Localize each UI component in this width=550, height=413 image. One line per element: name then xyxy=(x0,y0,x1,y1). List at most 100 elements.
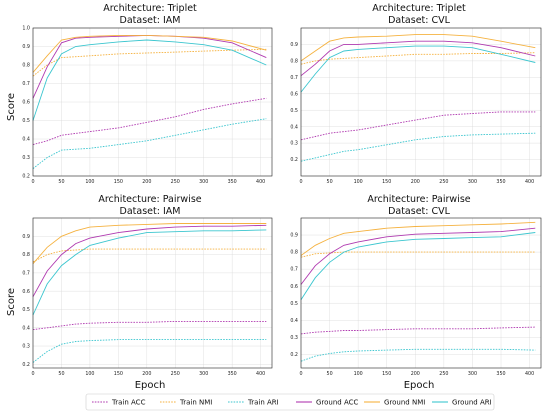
series-line-train-nmi xyxy=(300,251,536,258)
series-line-train-ari xyxy=(32,118,267,169)
y-tick-label: 0.5 xyxy=(22,307,30,313)
series-line-ground-nmi xyxy=(32,223,267,264)
series-line-train-nmi xyxy=(32,248,267,263)
y-tick-label: 0.9 xyxy=(290,233,298,239)
x-tick-label: 300 xyxy=(199,371,208,377)
series-line-ground-nmi xyxy=(300,34,536,62)
plot-frame xyxy=(300,27,542,177)
y-axis-label-top: Score xyxy=(6,93,17,121)
series-line-ground-ari xyxy=(32,229,267,316)
y-tick-label: 0.2 xyxy=(22,174,30,180)
series-line-train-acc xyxy=(300,326,536,335)
y-tick-label: 0.3 xyxy=(290,335,298,341)
x-tick-label: 250 xyxy=(171,371,180,377)
x-tick-label: 0 xyxy=(31,371,34,377)
x-tick-label: 350 xyxy=(228,179,237,185)
y-tick-label: 0.5 xyxy=(290,108,298,114)
plot-frame xyxy=(32,217,273,369)
x-tick-label: 50 xyxy=(327,371,333,377)
legend-label: Train NMI xyxy=(179,399,212,407)
y-tick-label: 0.6 xyxy=(22,289,30,295)
series-line-ground-acc xyxy=(300,40,536,77)
legend: Train ACC Train NMI Train ARI Ground ACC Gro… xyxy=(85,393,495,411)
x-tick-label: 150 xyxy=(382,179,391,185)
x-tick-label: 200 xyxy=(142,371,151,377)
y-tick-label: 0.2 xyxy=(22,362,30,368)
y-tick-label: 0.9 xyxy=(22,44,30,50)
y-tick-label: 0.8 xyxy=(290,58,298,64)
y-tick-label: 0.7 xyxy=(22,81,30,87)
plot-frame xyxy=(300,217,542,369)
y-tick-label: 0.6 xyxy=(290,91,298,97)
x-tick-label: 100 xyxy=(85,371,94,377)
y-tick-label: 0.4 xyxy=(290,124,298,130)
panel-subtitle: Dataset: IAM xyxy=(120,15,181,26)
series-line-ground-acc xyxy=(32,224,267,297)
x-tick-label: 400 xyxy=(256,179,265,185)
x-tick-label: 0 xyxy=(299,179,302,185)
x-tick-label: 200 xyxy=(142,179,151,185)
x-tick-label: 250 xyxy=(171,179,180,185)
x-tick-label: 0 xyxy=(31,179,34,185)
y-tick-label: 0.7 xyxy=(290,267,298,273)
x-tick-label: 150 xyxy=(114,371,123,377)
x-tick-label: 350 xyxy=(496,371,505,377)
series-line-ground-ari xyxy=(32,39,267,121)
x-tick-label: 350 xyxy=(228,371,237,377)
x-axis-label-left: Epoch xyxy=(135,380,166,391)
x-tick-label: 0 xyxy=(299,371,302,377)
x-tick-label: 150 xyxy=(382,371,391,377)
series-line-train-acc xyxy=(300,111,536,141)
x-tick-label: 150 xyxy=(114,179,123,185)
x-tick-label: 250 xyxy=(439,179,448,185)
y-tick-label: 0.5 xyxy=(22,118,30,124)
x-tick-label: 300 xyxy=(468,371,477,377)
y-tick-label: 0.3 xyxy=(22,344,30,350)
series-line-train-ari xyxy=(300,132,536,162)
x-tick-label: 400 xyxy=(525,179,534,185)
panel-title: Architecture: Triplet xyxy=(103,3,197,14)
legend-label: Train ACC xyxy=(111,399,146,407)
y-tick-label: 1.0 xyxy=(22,26,30,32)
legend-label: Ground NMI xyxy=(384,399,425,407)
x-axis-label-right: Epoch xyxy=(404,380,435,391)
x-tick-label: 200 xyxy=(411,179,420,185)
panel-triplet-cvl: Architecture: Triplet Dataset: CVL 0.2 0.… xyxy=(290,3,542,185)
legend-box xyxy=(85,393,495,411)
x-tick-label: 400 xyxy=(256,371,265,377)
y-tick-label: 0.4 xyxy=(22,325,30,331)
series-line-ground-nmi xyxy=(300,221,536,256)
panel-subtitle: Dataset: IAM xyxy=(120,206,181,217)
panel-title: Architecture: Triplet xyxy=(372,3,466,14)
panel-pairwise-iam: Architecture: Pairwise Dataset: IAM 0.20… xyxy=(22,194,273,377)
panel-title: Architecture: Pairwise xyxy=(367,194,470,205)
x-tick-label: 200 xyxy=(411,371,420,377)
y-tick-label: 0.6 xyxy=(290,284,298,290)
series-line-ground-ari xyxy=(300,232,536,301)
y-tick-label: 0.3 xyxy=(290,141,298,147)
legend-label: Ground ACC xyxy=(316,399,359,407)
series-line-ground-nmi xyxy=(32,34,267,73)
series-line-train-acc xyxy=(32,97,267,146)
x-tick-label: 50 xyxy=(58,371,64,377)
panel-subtitle: Dataset: CVL xyxy=(388,15,451,26)
y-tick-label: 0.4 xyxy=(290,318,298,324)
legend-label: Train ARI xyxy=(247,399,279,407)
y-tick-label: 0.8 xyxy=(22,63,30,69)
x-tick-label: 350 xyxy=(496,179,505,185)
x-tick-label: 100 xyxy=(354,371,363,377)
y-tick-label: 0.2 xyxy=(290,157,298,163)
x-tick-label: 100 xyxy=(85,179,94,185)
y-tick-label: 0.8 xyxy=(22,252,30,258)
panel-triplet-iam: Architecture: Triplet Dataset: IAM 0.2 0.… xyxy=(22,3,273,185)
y-tick-label: 0.6 xyxy=(22,100,30,106)
series-line-ground-ari xyxy=(300,45,536,93)
panel-pairwise-cvl: Architecture: Pairwise Dataset: CVL 0.2 0… xyxy=(290,194,542,377)
y-tick-label: 0.2 xyxy=(290,352,298,358)
y-tick-label: 0.7 xyxy=(22,270,30,276)
panel-title: Architecture: Pairwise xyxy=(98,194,201,205)
y-tick-label: 0.9 xyxy=(22,234,30,240)
x-tick-label: 100 xyxy=(354,179,363,185)
x-tick-label: 50 xyxy=(58,179,64,185)
